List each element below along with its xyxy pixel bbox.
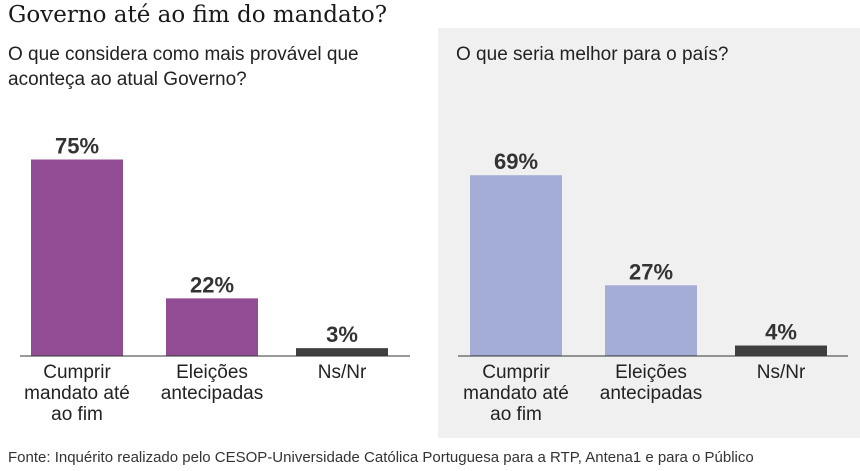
category-label-2: Eleições antecipadas (600, 362, 702, 404)
bar-3 (296, 348, 388, 356)
category-label-1: Cumprir mandato até ao fim (24, 362, 130, 425)
chart-title-governo: O que considera como mais provável que a… (8, 44, 359, 90)
value-label-2: 27% (629, 259, 673, 284)
category-label-3: Ns/Nr (318, 362, 367, 383)
bar-chart-pais: 69% Cumprir mandato até ao fim 27% Eleições an… (458, 149, 848, 425)
chart-title-pais: O que seria melhor para o país? (456, 44, 729, 65)
value-label-3: 4% (765, 320, 797, 345)
value-label-1: 69% (494, 149, 538, 174)
category-label-1: Cumprir mandato até ao fim (463, 362, 569, 425)
chart-panel-pais: O que seria melhor para o país? 69% Cumpr… (438, 28, 860, 438)
value-label-3: 3% (326, 322, 358, 347)
bar-2 (166, 298, 258, 356)
bar-1 (470, 175, 562, 356)
page-title: Governo até ao fim do mandato? (8, 2, 388, 28)
category-label-3: Ns/Nr (757, 362, 806, 383)
bar-1 (31, 159, 123, 356)
chart-panel-governo: O que considera como mais provável que a… (0, 28, 430, 438)
value-label-1: 75% (55, 134, 99, 159)
bar-3 (735, 345, 827, 356)
value-label-2: 22% (190, 272, 234, 297)
source-note: Fonte: Inquérito realizado pelo CESOP-Un… (8, 449, 754, 466)
category-label-2: Eleições antecipadas (161, 362, 263, 404)
bar-chart-governo: 75% Cumprir mandato até ao fim 22% Eleições an… (20, 134, 410, 425)
bar-2 (605, 285, 697, 356)
